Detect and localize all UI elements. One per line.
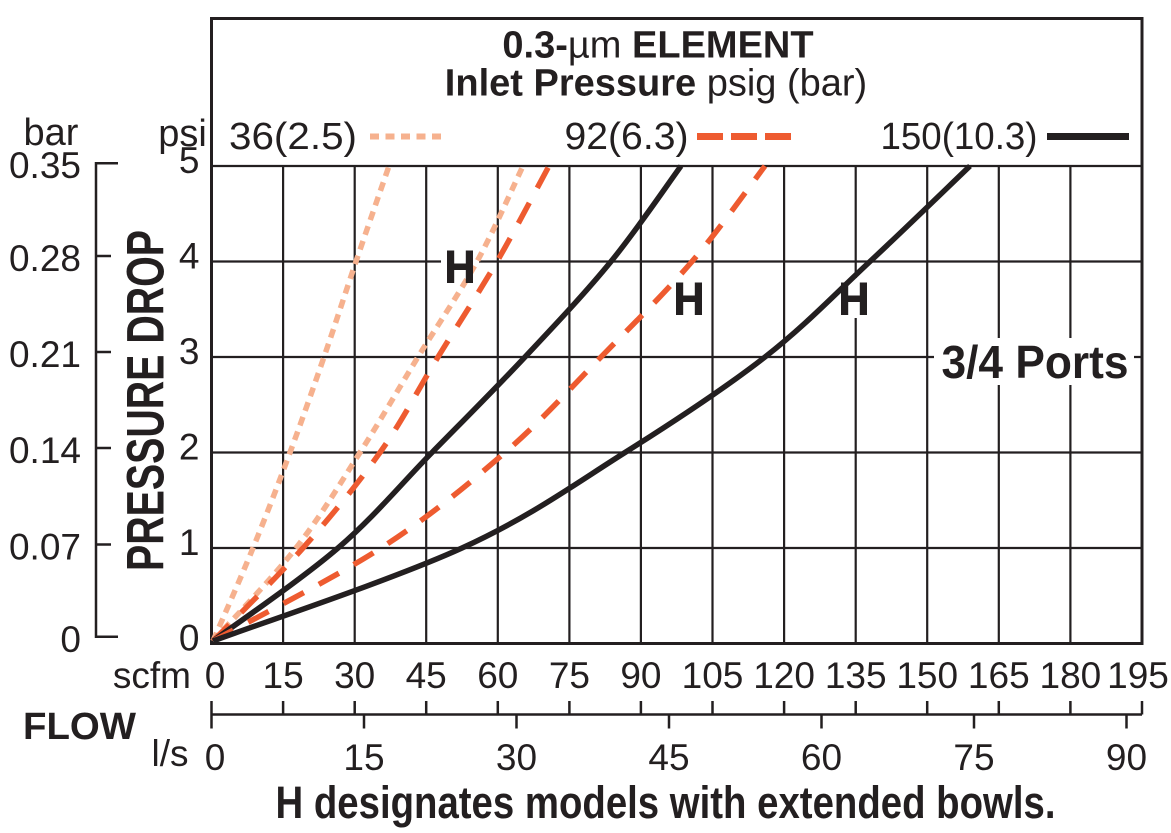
svg-text:15: 15 <box>263 655 304 696</box>
svg-text:0.14: 0.14 <box>9 430 81 471</box>
svg-text:150: 150 <box>896 655 958 696</box>
svg-text:bar: bar <box>24 112 79 154</box>
svg-text:0: 0 <box>205 737 226 778</box>
svg-text:0: 0 <box>205 655 226 696</box>
svg-text:0.35: 0.35 <box>9 145 81 186</box>
svg-text:0.28: 0.28 <box>9 238 81 279</box>
svg-text:3/4 Ports: 3/4 Ports <box>942 336 1129 388</box>
svg-text:180: 180 <box>1040 655 1102 696</box>
svg-text:30: 30 <box>496 737 537 778</box>
svg-text:Inlet Pressure psig (bar): Inlet Pressure psig (bar) <box>445 63 867 105</box>
svg-text:30: 30 <box>334 655 375 696</box>
svg-text:60: 60 <box>801 737 842 778</box>
svg-text:psi: psi <box>158 113 207 155</box>
svg-text:90: 90 <box>1106 737 1147 778</box>
svg-text:120: 120 <box>753 655 815 696</box>
svg-text:4: 4 <box>179 236 200 277</box>
svg-text:PRESSURE DROP: PRESSURE DROP <box>117 230 176 571</box>
svg-text:75: 75 <box>953 737 994 778</box>
svg-text:75: 75 <box>549 655 590 696</box>
svg-text:45: 45 <box>406 655 447 696</box>
svg-text:135: 135 <box>825 655 887 696</box>
svg-text:l/s: l/s <box>152 733 189 774</box>
svg-text:3: 3 <box>179 331 200 372</box>
svg-text:150(10.3): 150(10.3) <box>881 116 1038 158</box>
svg-text:0.21: 0.21 <box>9 334 81 375</box>
svg-text:0.3-µm ELEMENT: 0.3-µm ELEMENT <box>502 25 813 67</box>
svg-text:H designates models with exten: H designates models with extended bowls. <box>276 777 1056 828</box>
svg-text:60: 60 <box>477 655 518 696</box>
svg-text:92(6.3): 92(6.3) <box>565 116 689 158</box>
svg-text:2: 2 <box>179 427 200 468</box>
svg-text:165: 165 <box>968 655 1030 696</box>
svg-text:15: 15 <box>343 737 384 778</box>
svg-text:36(2.5): 36(2.5) <box>229 116 357 158</box>
svg-text:0: 0 <box>179 618 200 659</box>
svg-text:0.07: 0.07 <box>9 527 81 568</box>
svg-text:scfm: scfm <box>113 655 191 696</box>
svg-text:45: 45 <box>648 737 689 778</box>
svg-text:105: 105 <box>682 655 744 696</box>
svg-text:FLOW: FLOW <box>23 706 136 748</box>
svg-text:5: 5 <box>179 140 200 181</box>
svg-text:0: 0 <box>60 619 81 660</box>
svg-text:90: 90 <box>620 655 661 696</box>
svg-text:195: 195 <box>1107 655 1169 696</box>
svg-text:1: 1 <box>179 522 200 563</box>
